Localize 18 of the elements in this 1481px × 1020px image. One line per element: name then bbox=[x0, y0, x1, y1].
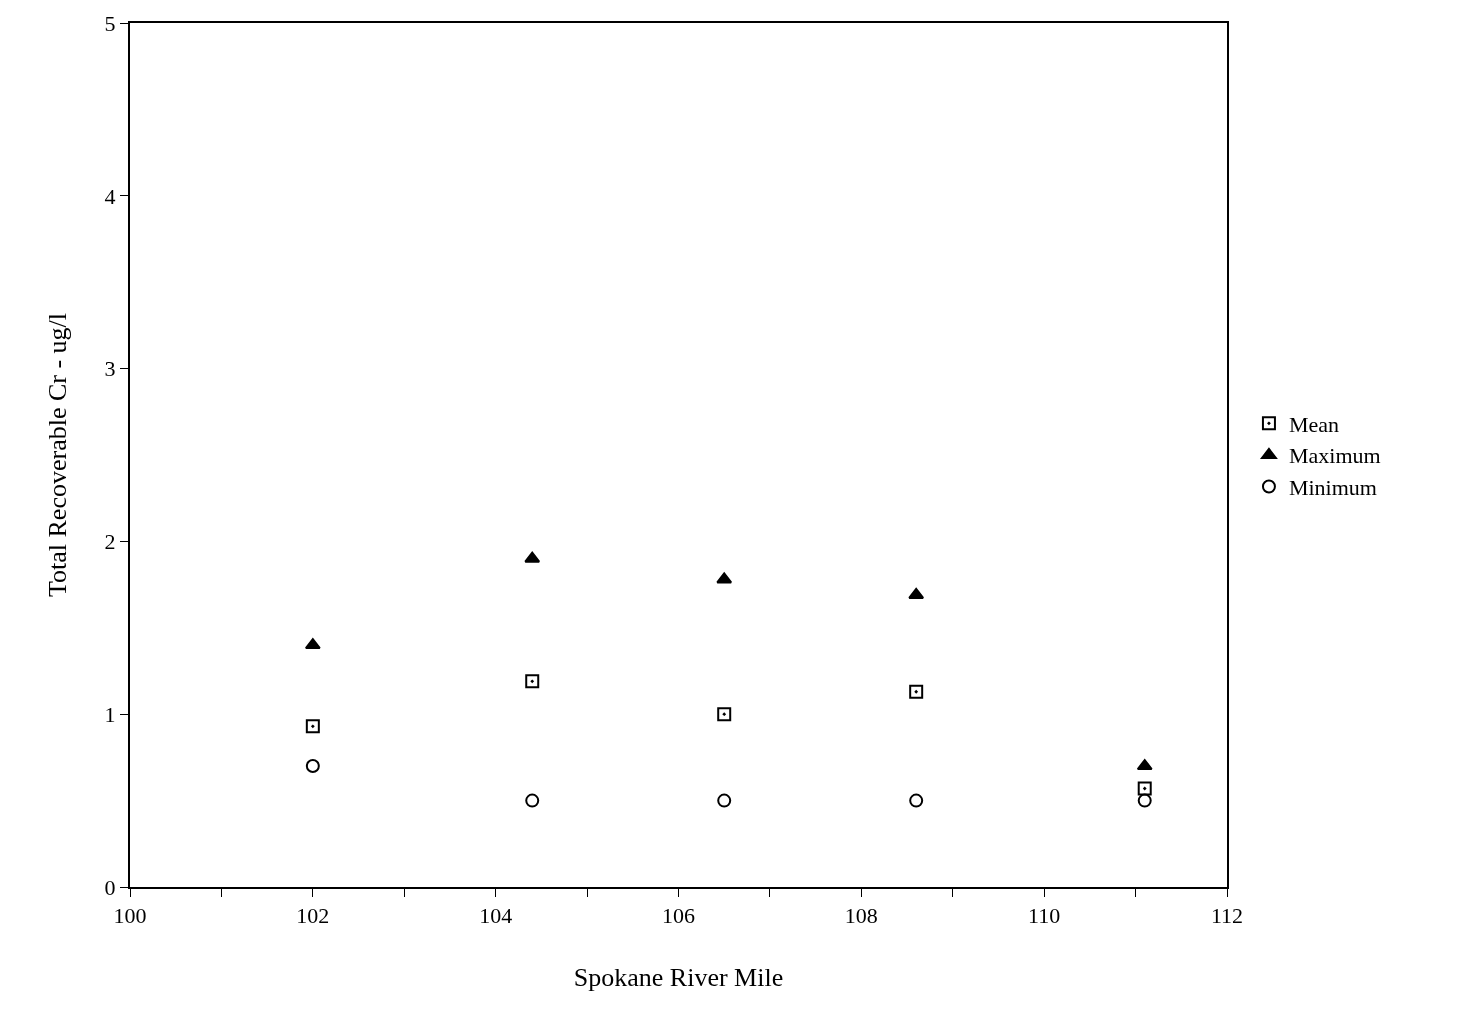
y-tick-label: 2 bbox=[104, 529, 116, 555]
x-tick-label: 100 bbox=[113, 903, 147, 929]
x-tick-label: 108 bbox=[844, 903, 878, 929]
x-tick-label: 104 bbox=[479, 903, 513, 929]
legend-label: Mean bbox=[1288, 411, 1340, 437]
y-tick-label: 3 bbox=[104, 356, 116, 382]
x-tick-label: 112 bbox=[1210, 903, 1244, 929]
y-tick-label: 1 bbox=[104, 701, 116, 727]
x-tick-label: 102 bbox=[296, 903, 330, 929]
y-axis-title: Total Recoverable Cr - ug/l bbox=[43, 312, 73, 598]
y-tick-label: 0 bbox=[104, 874, 116, 900]
legend-label: Minimum bbox=[1288, 475, 1377, 501]
legend-label: Maximum bbox=[1288, 443, 1381, 469]
x-tick-label: 106 bbox=[662, 903, 695, 929]
x-tick-label: 110 bbox=[1028, 903, 1061, 929]
y-tick-label: 4 bbox=[104, 183, 116, 209]
y-tick-label: 5 bbox=[104, 10, 116, 36]
x-axis-title: Spokane River Mile bbox=[573, 962, 784, 992]
